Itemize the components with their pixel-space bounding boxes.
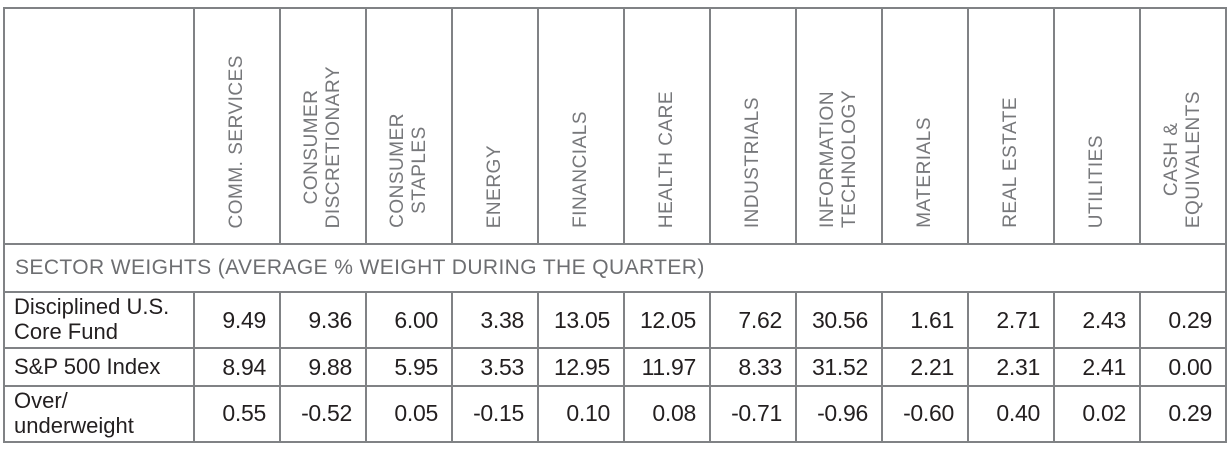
value-cell: 0.02 bbox=[1053, 385, 1141, 443]
value-cell: 0.40 bbox=[967, 385, 1055, 443]
value-cell: 7.62 bbox=[709, 291, 797, 349]
value-cell: 2.71 bbox=[967, 291, 1055, 349]
value-cell: 2.43 bbox=[1053, 291, 1141, 349]
value-cell: -0.52 bbox=[279, 385, 367, 443]
section-title-row: SECTOR WEIGHTS (AVERAGE % WEIGHT DURING … bbox=[3, 243, 1227, 293]
column-header-real-estate: REAL ESTATE bbox=[1000, 97, 1022, 228]
column-header-financials: FINANCIALS bbox=[570, 111, 592, 228]
value-cell: 5.95 bbox=[365, 347, 453, 387]
column-header-consumer-discretionary: CONSUMER DISCRETIONARY bbox=[301, 65, 344, 228]
sector-weights-table: COMM. SERVICES CONSUMER DISCRETIONARY CO… bbox=[3, 7, 1227, 443]
value-cell: 9.88 bbox=[279, 347, 367, 387]
column-header-consumer-staples: CONSUMER STAPLES bbox=[387, 113, 430, 228]
value-cell: 0.05 bbox=[365, 385, 453, 443]
value-cell: 2.21 bbox=[881, 347, 969, 387]
value-cell: 31.52 bbox=[795, 347, 883, 387]
value-cell: 2.41 bbox=[1053, 347, 1141, 387]
value-cell: 12.05 bbox=[623, 291, 711, 349]
column-header-cash-equivalents: CASH & EQUIVALENTS bbox=[1161, 90, 1204, 228]
column-header-industrials: INDUSTRIALS bbox=[742, 96, 764, 228]
value-cell: 2.31 bbox=[967, 347, 1055, 387]
row-label-sp500: S&P 500 Index bbox=[3, 347, 195, 387]
value-cell: 8.33 bbox=[709, 347, 797, 387]
value-cell: 12.95 bbox=[537, 347, 625, 387]
value-cell: 0.10 bbox=[537, 385, 625, 443]
value-cell: 13.05 bbox=[537, 291, 625, 349]
row-label-fund: Disciplined U.S. Core Fund bbox=[3, 291, 195, 349]
section-title: SECTOR WEIGHTS (AVERAGE % WEIGHT DURING … bbox=[3, 243, 1227, 293]
column-header-energy: ENERGY bbox=[484, 144, 506, 228]
column-header-utilities: UTILITIES bbox=[1086, 134, 1108, 228]
column-header-row: COMM. SERVICES CONSUMER DISCRETIONARY CO… bbox=[3, 7, 1227, 245]
value-cell: -0.71 bbox=[709, 385, 797, 443]
value-cell: 9.36 bbox=[279, 291, 367, 349]
value-cell: 1.61 bbox=[881, 291, 969, 349]
value-cell: 0.08 bbox=[623, 385, 711, 443]
value-cell: -0.60 bbox=[881, 385, 969, 443]
value-cell: 9.49 bbox=[193, 291, 281, 349]
value-cell: 0.00 bbox=[1139, 347, 1227, 387]
value-cell: 0.29 bbox=[1139, 291, 1227, 349]
corner-cell bbox=[3, 7, 195, 245]
column-header-materials: MATERIALS bbox=[914, 117, 936, 228]
value-cell: 0.29 bbox=[1139, 385, 1227, 443]
value-cell: 3.38 bbox=[451, 291, 539, 349]
row-label-over-underweight: Over/ underweight bbox=[3, 385, 195, 443]
column-header-information-technology: INFORMATION TECHNOLOGY bbox=[817, 89, 860, 228]
table-row-fund: Disciplined U.S. Core Fund 9.49 9.36 6.0… bbox=[3, 291, 1227, 349]
value-cell: 0.55 bbox=[193, 385, 281, 443]
value-cell: 8.94 bbox=[193, 347, 281, 387]
table-row-over-underweight: Over/ underweight 0.55 -0.52 0.05 -0.15 … bbox=[3, 385, 1227, 443]
table-row-sp500: S&P 500 Index 8.94 9.88 5.95 3.53 12.95 … bbox=[3, 347, 1227, 387]
column-header-health-care: HEALTH CARE bbox=[656, 90, 678, 228]
value-cell: -0.96 bbox=[795, 385, 883, 443]
value-cell: 30.56 bbox=[795, 291, 883, 349]
column-header-comm-services: COMM. SERVICES bbox=[226, 54, 248, 228]
value-cell: 11.97 bbox=[623, 347, 711, 387]
value-cell: 3.53 bbox=[451, 347, 539, 387]
value-cell: 6.00 bbox=[365, 291, 453, 349]
value-cell: -0.15 bbox=[451, 385, 539, 443]
